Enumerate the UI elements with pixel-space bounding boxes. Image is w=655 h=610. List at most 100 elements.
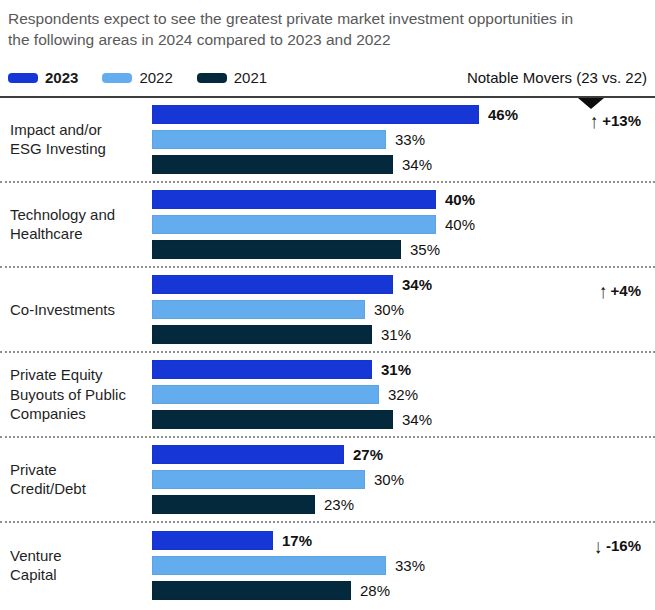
bar-group: 27% 30% 23% bbox=[152, 445, 404, 514]
bar-group: 31% 32% 34% bbox=[152, 360, 432, 429]
category-row: Technology andHealthcare 40% 40% 35% bbox=[0, 183, 655, 268]
bar-2023 bbox=[152, 190, 436, 209]
notable-mover-annotation: ↑+4% bbox=[598, 281, 641, 301]
bar-value-label: 34% bbox=[402, 156, 432, 173]
legend-item-2022: 2022 bbox=[102, 69, 172, 86]
notable-mover-annotation: ↑+13% bbox=[589, 111, 641, 131]
category-label-line: Technology and bbox=[10, 205, 152, 225]
bar-2022 bbox=[152, 385, 379, 404]
bar-line-2023: 27% bbox=[152, 445, 404, 464]
chart-page: Respondents expect to see the greatest p… bbox=[0, 0, 655, 610]
bar-2021 bbox=[152, 240, 401, 259]
notable-mover-annotation: ↓-16% bbox=[593, 536, 641, 556]
bar-2022 bbox=[152, 215, 436, 234]
category-label-line: Venture bbox=[10, 546, 152, 566]
category-label: PrivateCredit/Debt bbox=[10, 460, 152, 499]
bar-line-2023: 46% bbox=[152, 105, 518, 124]
bar-value-label: 31% bbox=[381, 326, 411, 343]
legend-swatch-icon bbox=[197, 73, 227, 83]
bar-group: 34% 30% 31% bbox=[152, 275, 432, 344]
bar-value-label: 34% bbox=[402, 411, 432, 428]
up-arrow-icon: ↑ bbox=[590, 111, 598, 131]
bar-line-2022: 30% bbox=[152, 300, 432, 319]
chart-rows: Impact and/orESG Investing46%33%34%↑+13%… bbox=[0, 98, 655, 608]
bar-2022 bbox=[152, 470, 365, 489]
bar-line-2023: 40% bbox=[152, 190, 475, 209]
mover-value-label: +4% bbox=[611, 282, 641, 299]
bar-line-2022: 40% bbox=[152, 215, 475, 234]
chart-title: Respondents expect to see the greatest p… bbox=[0, 0, 655, 51]
bar-2023 bbox=[152, 445, 344, 464]
category-label-line: Companies bbox=[10, 404, 152, 424]
bar-line-2023: 34% bbox=[152, 275, 432, 294]
category-row: Impact and/orESG Investing 46% 33% 34% ↑+13% bbox=[0, 98, 655, 183]
bar-value-label: 34% bbox=[402, 276, 432, 293]
legend-item-2023: 2023 bbox=[8, 69, 78, 86]
bar-value-label: 35% bbox=[410, 241, 440, 258]
category-label-line: Co-Investments bbox=[10, 300, 152, 320]
category-label-line: Private bbox=[10, 460, 152, 480]
category-label-line: Buyouts of Public bbox=[10, 385, 152, 405]
bar-value-label: 31% bbox=[381, 361, 411, 378]
bar-2023 bbox=[152, 360, 372, 379]
bar-group: 17% 33% 28% bbox=[152, 531, 425, 600]
legend-label: 2023 bbox=[45, 69, 78, 86]
bar-line-2021: 34% bbox=[152, 410, 432, 429]
bar-group: 46% 33% 34% bbox=[152, 105, 518, 174]
notable-movers-header: Notable Movers (23 vs. 22) bbox=[467, 69, 647, 86]
category-label: Impact and/orESG Investing bbox=[10, 120, 152, 159]
category-label: Technology andHealthcare bbox=[10, 205, 152, 244]
bar-2021 bbox=[152, 495, 315, 514]
bar-2023 bbox=[152, 105, 479, 124]
bar-line-2022: 33% bbox=[152, 130, 518, 149]
legend-swatch-icon bbox=[8, 73, 38, 83]
bar-line-2021: 23% bbox=[152, 495, 404, 514]
up-arrow-icon: ↑ bbox=[599, 281, 607, 301]
bar-value-label: 40% bbox=[445, 191, 475, 208]
category-label-line: Healthcare bbox=[10, 224, 152, 244]
bar-value-label: 33% bbox=[395, 557, 425, 574]
bar-value-label: 46% bbox=[488, 106, 518, 123]
bar-2021 bbox=[152, 410, 393, 429]
category-label-line: Credit/Debt bbox=[10, 479, 152, 499]
bar-2022 bbox=[152, 556, 386, 575]
mover-value-label: +13% bbox=[602, 112, 641, 129]
category-label: Co-Investments bbox=[10, 300, 152, 320]
bar-line-2023: 17% bbox=[152, 531, 425, 550]
category-label-line: Private Equity bbox=[10, 365, 152, 385]
bar-line-2021: 28% bbox=[152, 581, 425, 600]
legend-label: 2022 bbox=[139, 69, 172, 86]
bar-2022 bbox=[152, 300, 365, 319]
bar-value-label: 40% bbox=[445, 216, 475, 233]
bar-2023 bbox=[152, 275, 393, 294]
mover-value-label: -16% bbox=[606, 537, 641, 554]
bar-2021 bbox=[152, 325, 372, 344]
category-row: Private EquityBuyouts of PublicCompanies… bbox=[0, 353, 655, 438]
category-label-line: Capital bbox=[10, 565, 152, 585]
bar-line-2022: 30% bbox=[152, 470, 404, 489]
category-row: VentureCapital 17% 33% 28% ↓-16% bbox=[0, 523, 655, 608]
bar-line-2022: 32% bbox=[152, 385, 432, 404]
category-label-line: Impact and/or bbox=[10, 120, 152, 140]
bar-value-label: 33% bbox=[395, 131, 425, 148]
bar-value-label: 23% bbox=[324, 496, 354, 513]
legend-label: 2021 bbox=[234, 69, 267, 86]
legend: 2023 2022 2021 bbox=[8, 69, 291, 86]
bar-line-2023: 31% bbox=[152, 360, 432, 379]
legend-item-2021: 2021 bbox=[197, 69, 267, 86]
bar-line-2021: 34% bbox=[152, 155, 518, 174]
bar-line-2021: 35% bbox=[152, 240, 475, 259]
bar-2023 bbox=[152, 531, 273, 550]
legend-swatch-icon bbox=[102, 73, 132, 83]
bar-2021 bbox=[152, 581, 351, 600]
bar-chart: Impact and/orESG Investing46%33%34%↑+13%… bbox=[0, 96, 655, 608]
bar-value-label: 17% bbox=[282, 532, 312, 549]
category-label: Private EquityBuyouts of PublicCompanies bbox=[10, 365, 152, 424]
bar-value-label: 32% bbox=[388, 386, 418, 403]
bar-2021 bbox=[152, 155, 393, 174]
bar-group: 40% 40% 35% bbox=[152, 190, 475, 259]
category-label-line: ESG Investing bbox=[10, 139, 152, 159]
legend-row: 2023 2022 2021 Notable Movers (23 vs. 22) bbox=[8, 68, 647, 88]
bar-value-label: 30% bbox=[374, 301, 404, 318]
bar-value-label: 30% bbox=[374, 471, 404, 488]
